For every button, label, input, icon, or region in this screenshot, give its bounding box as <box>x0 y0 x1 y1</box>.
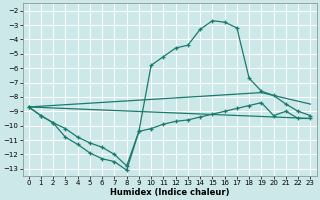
X-axis label: Humidex (Indice chaleur): Humidex (Indice chaleur) <box>110 188 229 197</box>
